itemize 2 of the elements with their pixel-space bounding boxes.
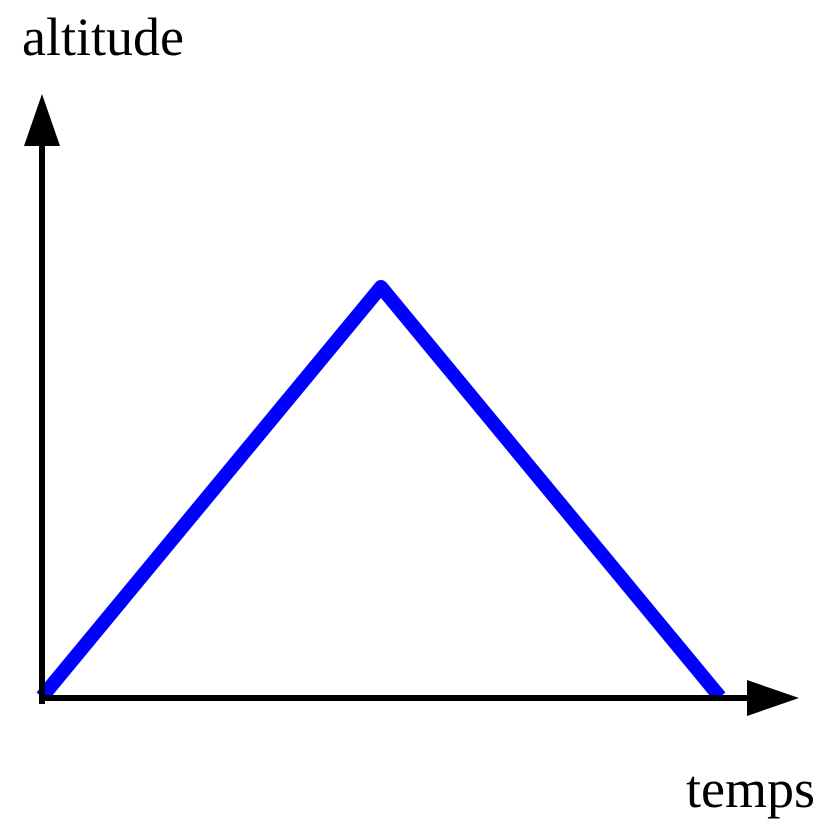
- x-axis-title: temps: [686, 758, 815, 821]
- y-axis-title: altitude: [22, 6, 184, 69]
